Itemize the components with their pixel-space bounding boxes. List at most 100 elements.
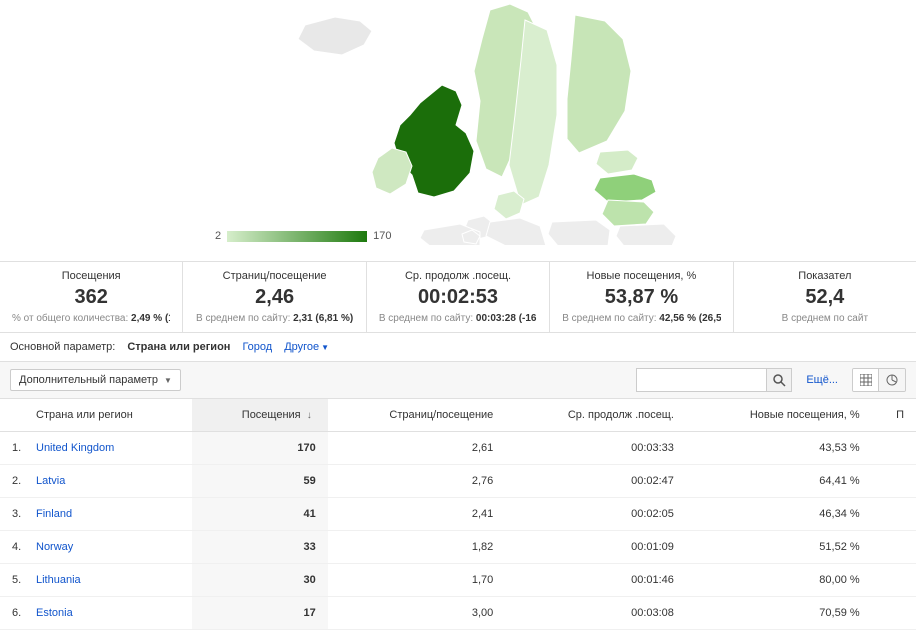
metric-label: Страниц/посещение xyxy=(195,270,353,282)
country-link[interactable]: United Kingdom xyxy=(36,442,114,454)
row-visits: 17 xyxy=(192,597,328,630)
row-country: Finland xyxy=(24,498,192,531)
row-country: United Kingdom xyxy=(24,432,192,465)
col-newvisits[interactable]: Новые посещения, % xyxy=(686,399,872,432)
primary-dimension-row: Основной параметр: Страна или регион Гор… xyxy=(0,333,916,361)
row-extra xyxy=(872,432,916,465)
metric-card[interactable]: Ср. продолж .посещ.00:02:53В среднем по … xyxy=(367,262,550,332)
secondary-dimension-dropdown[interactable]: Дополнительный параметр ▼ xyxy=(10,369,181,391)
metric-value: 53,87 % xyxy=(562,286,720,309)
table-toolbar: Дополнительный параметр ▼ Ещё... xyxy=(0,361,916,399)
row-newvisits: 43,53 % xyxy=(686,432,872,465)
metric-value: 362 xyxy=(12,286,170,309)
row-extra xyxy=(872,498,916,531)
row-newvisits: 70,59 % xyxy=(686,597,872,630)
country-link[interactable]: Norway xyxy=(36,541,73,553)
data-table: Страна или регион Посещения ↓ Страниц/по… xyxy=(0,399,916,630)
country-link[interactable]: Finland xyxy=(36,508,72,520)
row-pages: 2,41 xyxy=(328,498,506,531)
row-extra xyxy=(872,564,916,597)
row-index: 2. xyxy=(0,465,24,498)
country-link[interactable]: Latvia xyxy=(36,475,65,487)
view-toggles xyxy=(852,368,906,392)
more-link[interactable]: Ещё... xyxy=(806,374,838,386)
row-extra xyxy=(872,531,916,564)
col-visits[interactable]: Посещения ↓ xyxy=(192,399,328,432)
row-duration: 00:01:09 xyxy=(505,531,686,564)
metric-value: 00:02:53 xyxy=(379,286,537,309)
chevron-down-icon: ▼ xyxy=(164,376,172,385)
europe-map xyxy=(180,0,916,245)
row-newvisits: 51,52 % xyxy=(686,531,872,564)
row-visits: 59 xyxy=(192,465,328,498)
metric-card[interactable]: Посещения 362 % от общего количества: 2,49… xyxy=(0,262,183,332)
row-duration: 00:02:47 xyxy=(505,465,686,498)
row-duration: 00:03:08 xyxy=(505,597,686,630)
row-duration: 00:01:46 xyxy=(505,564,686,597)
metric-sub: % от общего количества: 2,49 % (14 538) xyxy=(12,313,170,324)
table-row: 1.United Kingdom1702,6100:03:3343,53 % xyxy=(0,432,916,465)
table-row: 5. Lithuania 301,7000:01:4680,00 % xyxy=(0,564,916,597)
search-input[interactable] xyxy=(636,368,766,392)
table-icon xyxy=(860,374,872,386)
metric-label: Новые посещения, % xyxy=(562,270,720,282)
row-index: 3. xyxy=(0,498,24,531)
row-country: Estonia xyxy=(24,597,192,630)
row-visits: 30 xyxy=(192,564,328,597)
map-legend: 2 170 xyxy=(215,230,391,242)
row-pages: 2,61 xyxy=(328,432,506,465)
search-box xyxy=(636,368,792,392)
metric-label: Посещения xyxy=(12,270,170,282)
row-pages: 1,70 xyxy=(328,564,506,597)
row-index: 4. xyxy=(0,531,24,564)
metric-card[interactable]: Новые посещения, %53,87 %В среднем по са… xyxy=(550,262,733,332)
primary-dimension-label: Основной параметр: xyxy=(10,341,115,353)
row-index: 6. xyxy=(0,597,24,630)
col-duration[interactable]: Ср. продолж .посещ. xyxy=(505,399,686,432)
legend-max: 170 xyxy=(373,230,391,242)
row-visits: 33 xyxy=(192,531,328,564)
row-country: Norway xyxy=(24,531,192,564)
row-country: Latvia xyxy=(24,465,192,498)
row-pages: 1,82 xyxy=(328,531,506,564)
dimension-other[interactable]: Другое▼ xyxy=(284,341,329,353)
metric-card[interactable]: Страниц/посещение 2,46 В среднем по сайту:… xyxy=(183,262,366,332)
dimension-country[interactable]: Страна или регион xyxy=(127,341,230,353)
sort-down-icon: ↓ xyxy=(307,410,312,421)
search-button[interactable] xyxy=(766,368,792,392)
chart-icon xyxy=(886,374,898,386)
dimension-city[interactable]: Город xyxy=(242,341,272,353)
row-newvisits: 64,41 % xyxy=(686,465,872,498)
table-row: 2.Latvia592,7600:02:4764,41 % xyxy=(0,465,916,498)
country-link[interactable]: Estonia xyxy=(36,607,73,619)
row-index: 5. xyxy=(0,564,24,597)
row-visits: 170 xyxy=(192,432,328,465)
search-icon xyxy=(773,374,786,387)
row-country: Lithuania xyxy=(24,564,192,597)
row-extra xyxy=(872,597,916,630)
col-pages[interactable]: Страниц/посещение xyxy=(328,399,506,432)
metric-value: 52,4 xyxy=(746,286,904,309)
metric-card[interactable]: Показател52,4В среднем по сайт xyxy=(734,262,916,332)
row-pages: 3,00 xyxy=(328,597,506,630)
metrics-row: Посещения 362 % от общего количества: 2,49… xyxy=(0,262,916,333)
metric-sub: В среднем по сайт xyxy=(746,313,904,324)
map-area: 2 170 xyxy=(0,0,916,262)
legend-min: 2 xyxy=(215,230,221,242)
view-chart-button[interactable] xyxy=(879,369,905,391)
view-table-button[interactable] xyxy=(853,369,879,391)
table-row: 3.Finland412,4100:02:0546,34 % xyxy=(0,498,916,531)
metric-sub: В среднем по сайту: 2,31 (6,81 %) xyxy=(195,313,353,324)
row-duration: 00:02:05 xyxy=(505,498,686,531)
table-row: 4. Norway 331,8200:01:0951,52 % xyxy=(0,531,916,564)
col-country[interactable]: Страна или регион xyxy=(24,399,192,432)
row-extra xyxy=(872,465,916,498)
metric-value: 2,46 xyxy=(195,286,353,309)
country-link[interactable]: Lithuania xyxy=(36,574,81,586)
metric-sub: В среднем по сайту: 00:03:28 (-16,70 %) xyxy=(379,313,537,324)
row-newvisits: 80,00 % xyxy=(686,564,872,597)
col-extra[interactable]: П xyxy=(872,399,916,432)
row-visits: 41 xyxy=(192,498,328,531)
row-duration: 00:03:33 xyxy=(505,432,686,465)
legend-gradient xyxy=(227,231,367,242)
